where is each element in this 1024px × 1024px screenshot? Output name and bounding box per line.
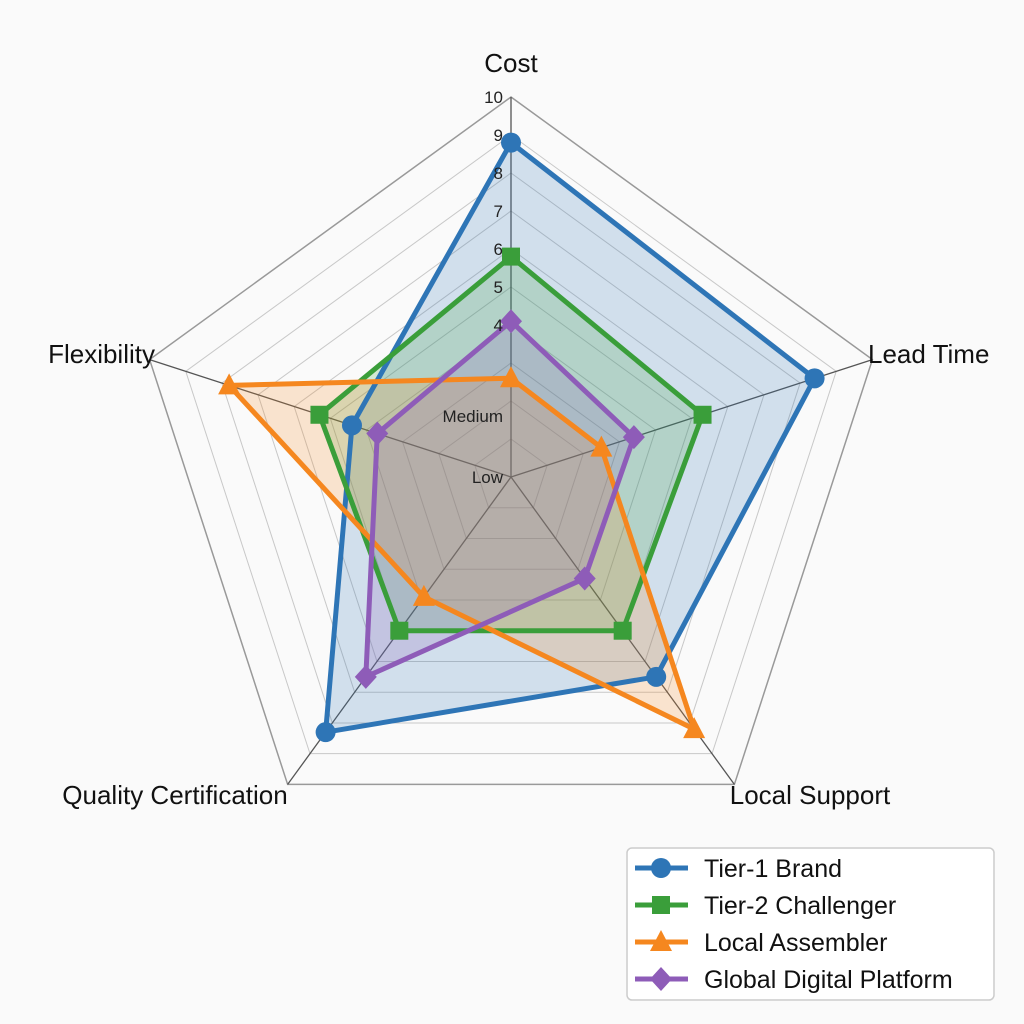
tick-label: 10: [484, 88, 503, 107]
legend-marker: [650, 930, 672, 951]
tick-label: 5: [494, 278, 503, 297]
legend-box: [626, 847, 995, 1001]
legend: Tier-1 Brand Tier-2 Challenger Local Assem…: [626, 847, 995, 1001]
data-point: [590, 435, 613, 457]
data-point: [804, 368, 825, 389]
tick-label: 7: [494, 202, 503, 221]
data-point: [501, 132, 521, 153]
grid-ring: [401, 362, 621, 570]
data-point: [390, 621, 409, 640]
axis-line: [149, 358, 512, 478]
grid-ring: [293, 248, 729, 662]
axis-label-lead-time: Lead Time: [868, 339, 989, 369]
series-area: [365, 321, 634, 677]
tick-label: 9: [494, 126, 503, 145]
data-point: [354, 664, 377, 689]
legend-marker: [650, 967, 672, 991]
tick-label: Medium: [443, 407, 503, 426]
series-line: [363, 318, 637, 680]
tick-label: 4: [494, 316, 503, 335]
grid-ring: [148, 96, 874, 786]
legend-label: Local Assembler: [704, 929, 887, 957]
legend-label: Tier-1 Brand: [704, 855, 842, 883]
grid-ring: [185, 134, 837, 755]
data-point: [366, 421, 389, 446]
series-area: [325, 142, 815, 733]
series-area: [319, 256, 703, 631]
legend-marker: [651, 858, 671, 878]
grid-ring: [474, 438, 548, 509]
tick-label: Low: [472, 468, 504, 487]
data-point: [646, 666, 667, 687]
data-point: [622, 425, 645, 450]
data-point: [412, 584, 435, 606]
tick-label: 6: [494, 240, 503, 259]
data-point: [341, 415, 362, 436]
legend-label: Tier-2 Challenger: [704, 892, 896, 920]
data-point: [218, 373, 241, 395]
axis-label-flexibility: Flexibility: [48, 339, 155, 369]
data-point: [500, 309, 522, 334]
series-area: [229, 378, 695, 730]
data-point: [683, 717, 706, 739]
series-line: [316, 254, 706, 634]
data-point: [573, 566, 596, 591]
data-point: [500, 366, 522, 388]
legend-marker: [652, 896, 670, 914]
legend-label: Global Digital Platform: [704, 966, 953, 994]
series-line: [323, 140, 818, 735]
grid-ring: [221, 172, 801, 724]
tick-label: 8: [494, 164, 503, 183]
grid-ring: [365, 324, 657, 601]
data-point: [502, 247, 520, 266]
series-line: [226, 375, 697, 732]
axis-label-local-support: Local Support: [730, 780, 891, 810]
data-point: [310, 405, 329, 424]
grid-ring: [257, 210, 765, 693]
axis-label-quality-certification: Quality Certification: [62, 780, 287, 810]
data-point: [613, 621, 632, 640]
data-point: [315, 722, 336, 743]
grid-ring: [438, 400, 584, 539]
data-point: [693, 405, 712, 424]
axis-label-cost: Cost: [484, 48, 538, 78]
